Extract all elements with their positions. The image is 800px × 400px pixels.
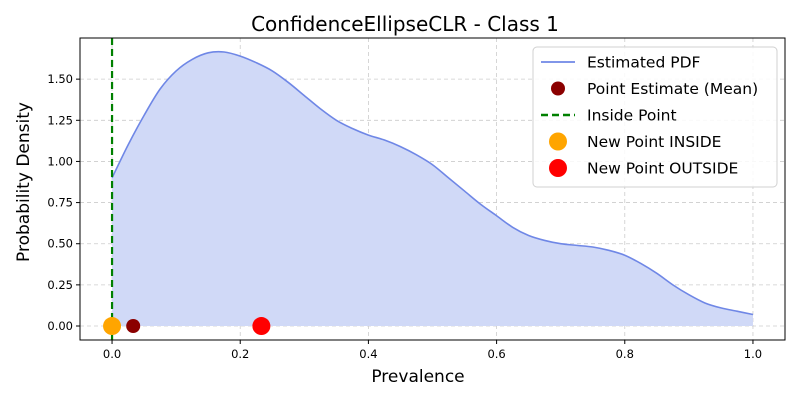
y-tick-label: 0.25 bbox=[47, 278, 73, 292]
legend-label: Point Estimate (Mean) bbox=[587, 80, 758, 98]
plot-frame bbox=[79, 37, 786, 341]
legend-label: New Point INSIDE bbox=[587, 133, 721, 151]
legend-label: Inside Point bbox=[587, 107, 677, 125]
y-tick-label: 0.75 bbox=[47, 196, 73, 210]
pdf-fill bbox=[112, 51, 753, 327]
legend-inside-point: Inside Point bbox=[541, 107, 677, 125]
y-tick-label: 1.25 bbox=[47, 113, 73, 127]
x-tick-label: 1.0 bbox=[744, 347, 762, 361]
point-estimate-marker bbox=[126, 319, 141, 334]
legend-swatch bbox=[549, 132, 567, 151]
y-tick-label: 1.00 bbox=[47, 154, 73, 168]
legend: Estimated PDF Point Estimate (Mean) Inside… bbox=[532, 46, 778, 188]
legend-label: Estimated PDF bbox=[587, 54, 701, 72]
x-tick-label: 0.8 bbox=[616, 347, 634, 361]
x-axis-ticks: 0.0 0.2 0.4 0.6 0.8 1.0 bbox=[103, 340, 762, 361]
new-point-outside-marker bbox=[252, 317, 271, 336]
new-point-inside-marker bbox=[103, 317, 122, 336]
legend-point-estimate: Point Estimate (Mean) bbox=[551, 80, 758, 98]
legend-swatch bbox=[551, 81, 565, 96]
legend-box bbox=[532, 46, 778, 188]
y-tick-label: 0.00 bbox=[47, 319, 73, 333]
legend-new-point-inside: New Point INSIDE bbox=[549, 132, 721, 151]
y-tick-label: 0.50 bbox=[47, 237, 73, 251]
x-tick-label: 0.4 bbox=[359, 347, 377, 361]
y-axis-ticks: 0.00 0.25 0.50 0.75 1.00 1.25 1.50 bbox=[47, 72, 80, 333]
x-axis-label: Prevalence bbox=[371, 367, 464, 387]
legend-estimated-pdf: Estimated PDF bbox=[541, 54, 701, 72]
pdf-line bbox=[111, 50, 754, 316]
y-tick-label: 1.50 bbox=[47, 72, 73, 86]
legend-label: New Point OUTSIDE bbox=[587, 160, 738, 178]
y-axis-label: Probability Density bbox=[14, 102, 34, 262]
x-tick-label: 0.2 bbox=[231, 347, 249, 361]
chart-title: ConfidenceEllipseCLR - Class 1 bbox=[251, 12, 559, 36]
legend-swatch bbox=[549, 159, 567, 177]
legend-new-point-outside: New Point OUTSIDE bbox=[549, 159, 738, 178]
pdf-area bbox=[111, 50, 754, 327]
x-tick-label: 0.6 bbox=[487, 347, 505, 361]
chart-marks bbox=[103, 38, 271, 340]
x-tick-label: 0.0 bbox=[103, 347, 121, 361]
